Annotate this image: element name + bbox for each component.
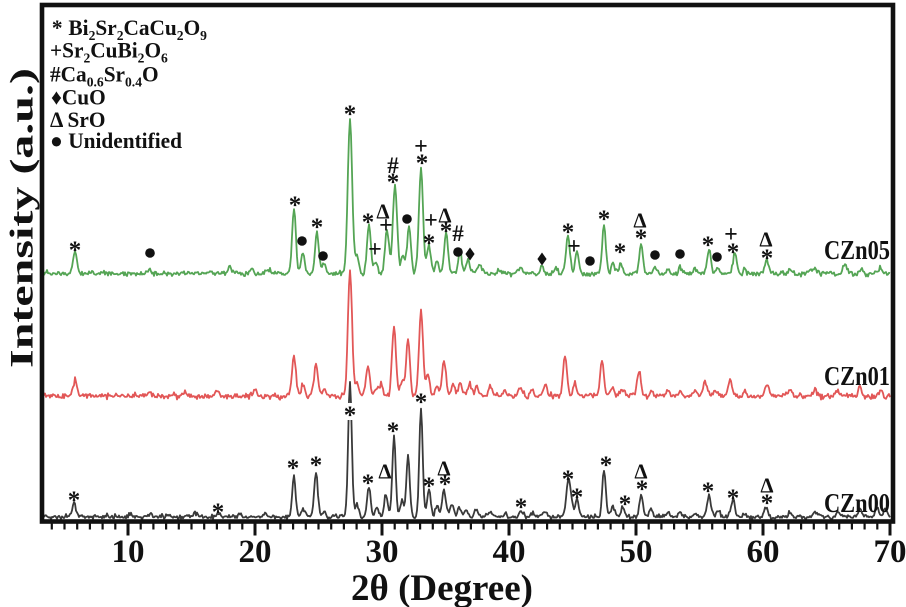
- svg-text:CZn05: CZn05: [824, 235, 890, 265]
- svg-text:+: +: [414, 134, 428, 160]
- svg-text:Δ: Δ: [634, 460, 647, 484]
- svg-text:● Unidentified: ● Unidentified: [50, 129, 182, 153]
- svg-text:*: *: [387, 169, 400, 196]
- svg-text:40: 40: [493, 534, 526, 570]
- svg-text:*: *: [387, 418, 400, 445]
- svg-text:Intensity (a.u.): Intensity (a.u.): [3, 68, 40, 368]
- svg-text:*: *: [562, 466, 575, 493]
- svg-text:+: +: [379, 213, 393, 239]
- svg-text:70: 70: [874, 534, 906, 570]
- svg-text:2θ (Degree): 2θ (Degree): [351, 568, 533, 607]
- svg-text:*: *: [727, 239, 740, 266]
- svg-text:Δ: Δ: [376, 200, 389, 224]
- svg-text:*: *: [69, 237, 82, 264]
- svg-text:*: *: [440, 218, 453, 245]
- svg-text:+Sr2CuBi2O6: +Sr2CuBi2O6: [50, 38, 168, 65]
- svg-text:30: 30: [366, 534, 399, 570]
- svg-text:CZn01: CZn01: [824, 361, 890, 391]
- svg-text:*: *: [415, 389, 428, 416]
- svg-text:*: *: [52, 16, 68, 40]
- svg-text:Δ: Δ: [759, 228, 772, 252]
- svg-text:Δ: Δ: [378, 460, 391, 484]
- svg-text:Δ: Δ: [760, 474, 773, 498]
- svg-text:*: *: [727, 485, 740, 512]
- svg-text:*: *: [439, 471, 452, 498]
- svg-text:*: *: [636, 476, 649, 503]
- svg-text:*: *: [614, 239, 627, 266]
- svg-text:Δ: Δ: [438, 204, 451, 228]
- svg-text:*: *: [600, 452, 613, 479]
- svg-text:Δ: Δ: [437, 457, 450, 481]
- svg-text:*: *: [562, 219, 575, 246]
- svg-text:*: *: [362, 209, 375, 236]
- svg-text:CZn00: CZn00: [824, 488, 890, 518]
- svg-text:*: *: [598, 206, 611, 233]
- svg-text:+: +: [424, 208, 438, 234]
- svg-text:*: *: [423, 230, 436, 257]
- svg-text:♦CuO: ♦CuO: [51, 85, 106, 109]
- svg-text:60: 60: [747, 534, 780, 570]
- svg-text:*: *: [571, 484, 584, 511]
- svg-text:*: *: [289, 192, 302, 219]
- svg-text:#: #: [452, 221, 464, 246]
- svg-text:10: 10: [112, 534, 145, 570]
- svg-text:*: *: [702, 232, 715, 259]
- svg-text:*: *: [344, 101, 357, 128]
- svg-text:+: +: [368, 237, 382, 263]
- svg-text:*: *: [416, 150, 429, 177]
- svg-text:*: *: [702, 478, 715, 505]
- svg-text:20: 20: [239, 534, 272, 570]
- svg-text:#: #: [387, 153, 399, 178]
- svg-text:Δ: Δ: [633, 209, 646, 233]
- svg-text:*: *: [212, 499, 225, 526]
- svg-text:*: *: [761, 245, 774, 272]
- svg-text:*: *: [287, 455, 300, 482]
- svg-text:*: *: [68, 487, 81, 514]
- svg-text:*: *: [310, 452, 323, 479]
- svg-text:*: *: [311, 214, 324, 241]
- svg-text:*: *: [515, 494, 528, 521]
- svg-text:*: *: [423, 473, 436, 500]
- svg-text:50: 50: [620, 534, 653, 570]
- svg-text:*: *: [619, 491, 632, 518]
- svg-text:+: +: [724, 222, 738, 248]
- svg-text:*: *: [761, 490, 774, 517]
- svg-text:*: *: [362, 470, 375, 497]
- svg-text:*: *: [344, 402, 357, 429]
- svg-text:+: +: [567, 234, 581, 260]
- svg-text:Δ SrO: Δ SrO: [50, 108, 105, 132]
- svg-text:*: *: [635, 225, 648, 252]
